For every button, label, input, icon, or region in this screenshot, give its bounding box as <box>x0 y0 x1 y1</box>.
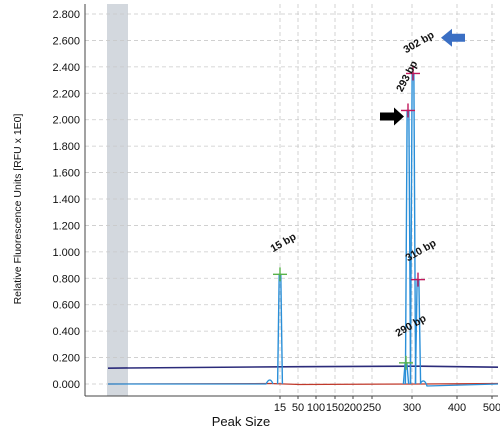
y-tick-label: 2.200 <box>52 88 80 100</box>
y-tick-label: 2.600 <box>52 35 80 47</box>
y-tick-label: 2.800 <box>52 9 80 21</box>
x-tick-label: 200 <box>344 402 362 414</box>
y-tick-label: 2.400 <box>52 62 80 74</box>
x-tick-label: 150 <box>326 402 344 414</box>
y-tick-label: 0.800 <box>52 273 80 285</box>
x-tick-label: 250 <box>363 402 381 414</box>
y-tick-label: 0.400 <box>52 326 80 338</box>
x-tick-label: 400 <box>448 402 466 414</box>
x-tick-label: 15 <box>274 402 286 414</box>
y-tick-label: 0.200 <box>52 353 80 365</box>
y-tick-label: 1.600 <box>52 168 80 180</box>
signal-noise-trace <box>108 379 274 385</box>
blue-arrow-icon <box>441 28 465 47</box>
black-arrow-icon <box>380 107 404 126</box>
excluded-region-band <box>107 4 128 396</box>
upper-baseline-trace <box>107 365 499 369</box>
y-tick-label: 1.200 <box>52 220 80 232</box>
x-tick-label: 50 <box>292 402 304 414</box>
x-tick-label: 500 <box>483 402 500 414</box>
y-tick-label: 1.400 <box>52 194 80 206</box>
plot-area <box>85 4 498 396</box>
signal-noise-trace <box>419 380 499 387</box>
x-axis-title: Peak Size <box>212 414 271 429</box>
y-axis-title: Relative Fluorescence Units [RFU x 1E0] <box>12 114 24 305</box>
x-tick-label: 100 <box>307 402 325 414</box>
y-tick-label: 0.600 <box>52 300 80 312</box>
y-tick-label: 1.000 <box>52 247 80 259</box>
y-tick-label: 2.000 <box>52 115 80 127</box>
y-tick-label: 1.800 <box>52 141 80 153</box>
x-tick-label: 300 <box>403 402 421 414</box>
y-tick-label: 0.000 <box>52 379 80 391</box>
